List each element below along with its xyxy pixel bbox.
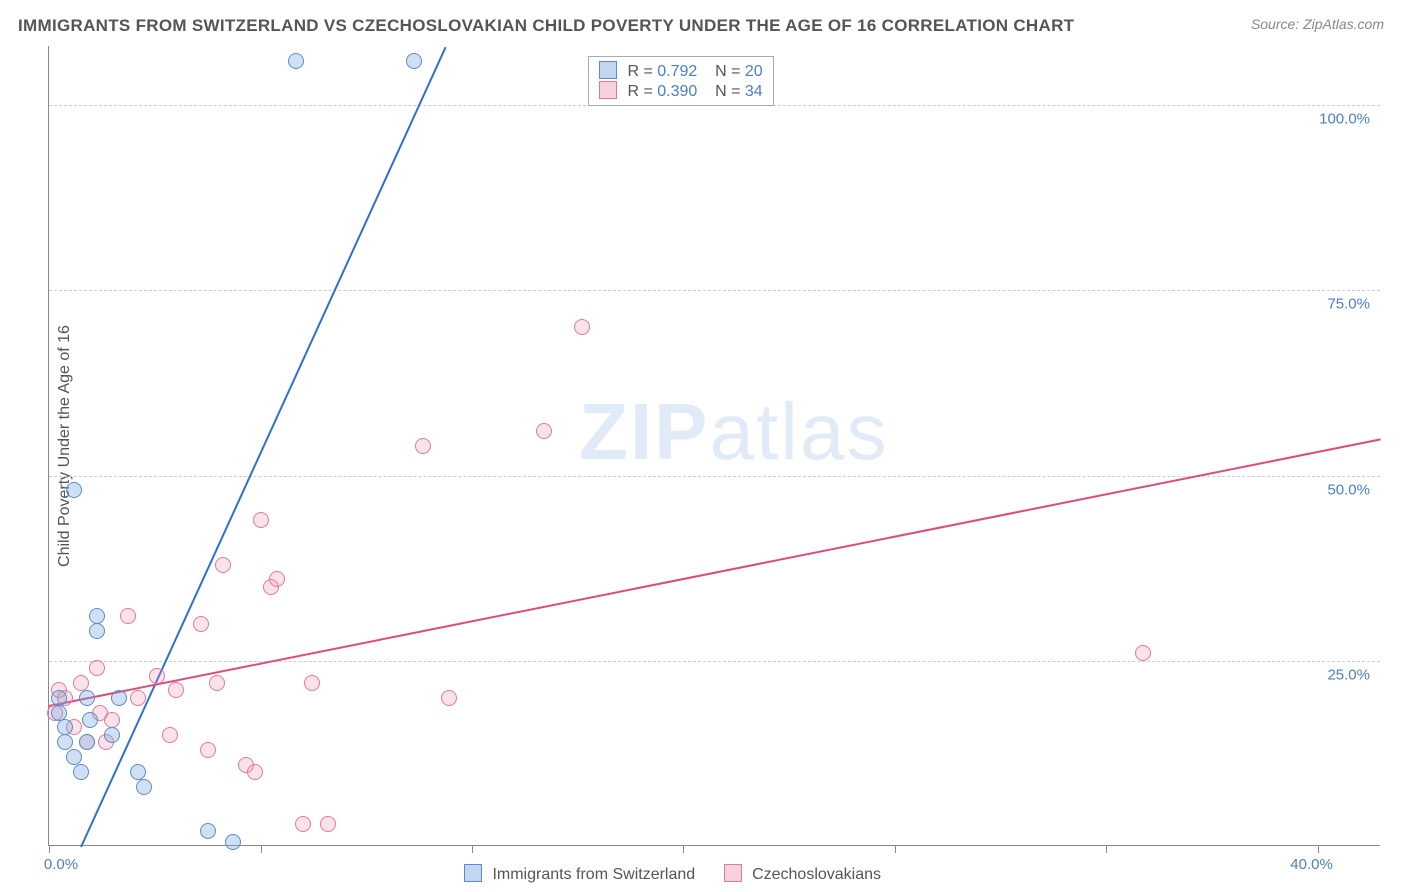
data-point xyxy=(89,608,105,624)
data-point xyxy=(130,690,146,706)
y-tick-label: 50.0% xyxy=(1327,481,1370,498)
swatch-icon xyxy=(599,61,617,79)
data-point xyxy=(149,668,165,684)
data-point xyxy=(82,712,98,728)
gridline xyxy=(49,661,1380,662)
data-point xyxy=(406,53,422,69)
y-tick-label: 75.0% xyxy=(1327,296,1370,313)
data-point xyxy=(295,816,311,832)
y-tick-label: 25.0% xyxy=(1327,666,1370,683)
stats-row-series1: R = 0.792 N = 20 xyxy=(599,61,763,81)
source-attribution: Source: ZipAtlas.com xyxy=(1251,16,1384,32)
data-point xyxy=(200,823,216,839)
data-point xyxy=(120,608,136,624)
data-point xyxy=(209,675,225,691)
x-tick-label: 0.0% xyxy=(44,856,78,873)
x-tick xyxy=(683,845,684,853)
data-point xyxy=(193,616,209,632)
data-point xyxy=(415,438,431,454)
trendline xyxy=(80,47,447,848)
legend-label-series1: Immigrants from Switzerland xyxy=(492,866,695,883)
data-point xyxy=(104,712,120,728)
data-point xyxy=(247,764,263,780)
data-point xyxy=(57,719,73,735)
data-point xyxy=(168,682,184,698)
data-point xyxy=(253,512,269,528)
data-point xyxy=(79,734,95,750)
data-point xyxy=(89,660,105,676)
swatch-icon xyxy=(464,864,482,882)
gridline xyxy=(49,290,1380,291)
plot-area: Child Poverty Under the Age of 16 ZIPatl… xyxy=(48,46,1380,846)
data-point xyxy=(66,482,82,498)
stats-row-series2: R = 0.390 N = 34 xyxy=(599,81,763,101)
data-point xyxy=(73,764,89,780)
data-point xyxy=(162,727,178,743)
data-point xyxy=(111,690,127,706)
x-tick xyxy=(49,845,50,853)
data-point xyxy=(136,779,152,795)
data-point xyxy=(104,727,120,743)
swatch-icon xyxy=(599,81,617,99)
data-point xyxy=(269,571,285,587)
data-point xyxy=(215,557,231,573)
data-point xyxy=(1135,645,1151,661)
data-point xyxy=(320,816,336,832)
data-point xyxy=(225,834,241,850)
data-point xyxy=(51,705,67,721)
x-tick xyxy=(895,845,896,853)
correlation-chart: IMMIGRANTS FROM SWITZERLAND VS CZECHOSLO… xyxy=(0,0,1406,892)
data-point xyxy=(130,764,146,780)
bottom-legend: Immigrants from Switzerland Czechoslovak… xyxy=(440,864,881,884)
swatch-icon xyxy=(724,864,742,882)
watermark: ZIPatlas xyxy=(579,386,888,478)
data-point xyxy=(200,742,216,758)
data-point xyxy=(79,690,95,706)
data-point xyxy=(288,53,304,69)
data-point xyxy=(51,690,67,706)
x-tick xyxy=(261,845,262,853)
x-tick xyxy=(472,845,473,853)
legend-label-series2: Czechoslovakians xyxy=(752,866,881,883)
y-axis-label: Child Poverty Under the Age of 16 xyxy=(56,325,74,567)
data-point xyxy=(536,423,552,439)
x-tick-label: 40.0% xyxy=(1290,856,1333,873)
data-point xyxy=(304,675,320,691)
x-tick xyxy=(1318,845,1319,853)
data-point xyxy=(574,319,590,335)
data-point xyxy=(57,734,73,750)
data-point xyxy=(89,623,105,639)
data-point xyxy=(441,690,457,706)
stats-legend-box: R = 0.792 N = 20 R = 0.390 N = 34 xyxy=(588,56,774,106)
y-tick-label: 100.0% xyxy=(1319,111,1370,128)
data-point xyxy=(73,675,89,691)
x-tick xyxy=(1106,845,1107,853)
chart-title: IMMIGRANTS FROM SWITZERLAND VS CZECHOSLO… xyxy=(18,16,1074,36)
data-point xyxy=(66,749,82,765)
